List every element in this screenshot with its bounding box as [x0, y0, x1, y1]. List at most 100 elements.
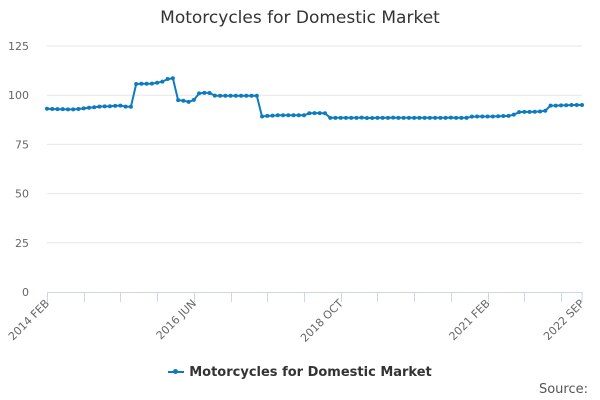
data-point — [244, 93, 249, 98]
data-point — [212, 93, 217, 98]
data-point — [160, 79, 165, 84]
data-point — [328, 115, 333, 120]
data-point — [149, 81, 154, 86]
data-point — [349, 115, 354, 120]
legend-label: Motorcycles for Domestic Market — [189, 365, 432, 380]
data-point — [364, 116, 369, 121]
data-point — [527, 109, 532, 114]
data-point — [553, 103, 558, 108]
data-point — [543, 108, 548, 113]
data-point — [254, 93, 259, 98]
data-point — [438, 115, 443, 120]
data-point — [433, 115, 438, 120]
data-point — [81, 106, 86, 111]
data-point — [92, 105, 97, 110]
data-point — [265, 113, 270, 118]
data-point — [107, 104, 112, 109]
data-point — [218, 93, 223, 98]
data-point — [427, 115, 432, 120]
data-point — [480, 114, 485, 119]
data-point — [396, 115, 401, 120]
y-tick-label: 0 — [22, 286, 29, 299]
data-point — [333, 115, 338, 120]
legend-item[interactable]: Motorcycles for Domestic Market — [0, 365, 600, 380]
data-point — [275, 113, 280, 118]
x-tick-label: 2022 SEP — [541, 297, 587, 343]
chart-title: Motorcycles for Domestic Market — [160, 8, 440, 28]
data-point — [375, 115, 380, 120]
data-point — [532, 109, 537, 114]
data-point — [490, 114, 495, 119]
data-point — [307, 111, 312, 116]
data-point — [71, 107, 76, 112]
data-point — [65, 107, 70, 112]
data-point — [76, 106, 81, 111]
data-point — [197, 91, 202, 96]
data-point — [580, 103, 584, 108]
data-point — [459, 115, 464, 120]
data-point — [233, 93, 238, 98]
data-point — [113, 103, 118, 108]
data-point — [380, 115, 385, 120]
y-tick-label: 50 — [15, 188, 29, 201]
data-point — [312, 111, 317, 116]
data-point — [144, 81, 149, 86]
data-point — [343, 115, 348, 120]
data-point — [134, 81, 139, 86]
data-point — [97, 104, 102, 109]
data-point — [401, 115, 406, 120]
y-tick-label: 25 — [15, 237, 29, 250]
data-point — [118, 103, 123, 108]
data-point — [86, 105, 91, 110]
data-point — [50, 106, 55, 111]
data-point — [176, 98, 181, 103]
data-point — [448, 115, 453, 120]
data-point — [270, 113, 275, 118]
data-point — [186, 99, 191, 104]
x-tick-label: 2021 FEB — [447, 297, 493, 343]
data-point — [370, 116, 375, 121]
source-label: Source: — [538, 382, 588, 397]
data-point — [322, 111, 327, 116]
data-point — [412, 115, 417, 120]
x-tick-label: 2018 OCT — [298, 297, 346, 345]
data-point — [506, 113, 511, 118]
data-point — [475, 114, 480, 119]
data-point — [417, 115, 422, 120]
data-point — [102, 104, 107, 109]
data-point — [406, 115, 411, 120]
data-point — [443, 115, 448, 120]
data-point — [286, 113, 291, 118]
data-point — [574, 103, 579, 108]
data-point — [123, 104, 128, 109]
data-point — [45, 106, 49, 111]
data-point — [317, 111, 322, 116]
data-point — [128, 104, 133, 109]
data-point — [564, 103, 569, 108]
data-point — [181, 98, 186, 103]
data-point — [464, 115, 469, 120]
y-tick-label: 125 — [8, 40, 29, 53]
data-point — [55, 107, 60, 112]
data-point — [281, 113, 286, 118]
data-point — [422, 115, 427, 120]
data-point — [207, 91, 212, 96]
data-point — [559, 103, 564, 108]
data-point — [302, 113, 307, 118]
data-point — [260, 114, 265, 119]
data-point — [354, 115, 359, 120]
legend-line-icon — [168, 368, 185, 374]
data-point — [239, 93, 244, 98]
data-point — [155, 80, 160, 85]
data-point — [517, 110, 522, 115]
data-point — [548, 103, 553, 108]
data-point — [359, 115, 364, 120]
data-point — [60, 107, 65, 112]
data-point — [454, 115, 459, 120]
data-point — [291, 113, 296, 118]
data-point — [385, 115, 390, 120]
data-point — [469, 114, 474, 119]
y-tick-label: 75 — [15, 138, 29, 151]
y-tick-label: 100 — [8, 89, 29, 102]
